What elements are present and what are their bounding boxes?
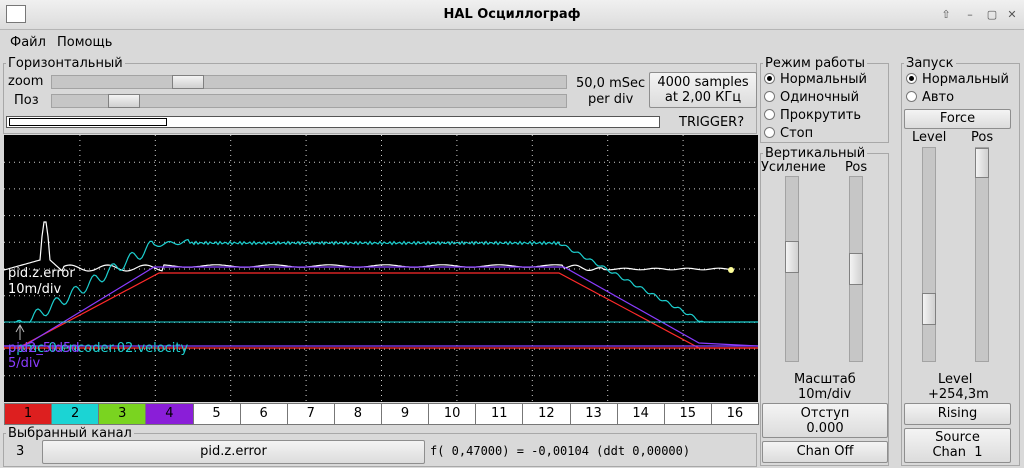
channel-button-13[interactable]: 13 (569, 403, 618, 425)
vertical-group-label: Вертикальный (763, 146, 868, 161)
gain-slider-thumb[interactable] (785, 241, 799, 273)
run-mode-stop[interactable]: Стоп (764, 126, 813, 141)
radio-icon (906, 91, 917, 102)
channel-button-5[interactable]: 5 (192, 403, 241, 425)
trigger-level-label: Level (938, 372, 973, 387)
vertical-pos-slider-thumb[interactable] (849, 253, 863, 285)
scope-display[interactable]: pid.z.error 10m/div ppmc.0.encoder.02.ve… (3, 135, 759, 402)
scale-label: Масштаб (794, 372, 856, 387)
channel-button-6[interactable]: 6 (239, 403, 288, 425)
offset-value: 0.000 (806, 421, 844, 436)
scope-svg (3, 135, 759, 402)
run-mode-label: Режим работы (763, 56, 867, 71)
maximize-icon[interactable]: ▢ (986, 8, 998, 21)
channel-button-14[interactable]: 14 (616, 403, 665, 425)
zoom-slider[interactable] (51, 75, 567, 89)
trigger-mode-normal[interactable]: Нормальный (906, 72, 1009, 87)
trace1-name: pid.z.error (8, 266, 75, 281)
radio-icon (906, 73, 917, 84)
radio-icon (764, 109, 775, 120)
scale-value: 10m/div (798, 387, 852, 402)
per-div-label: per div (588, 92, 634, 107)
record-position-bar (6, 116, 660, 128)
menu-help[interactable]: Помощь (57, 35, 113, 50)
trace2-scale: 5/div (8, 356, 41, 371)
channel-button-16[interactable]: 16 (710, 403, 759, 425)
selected-channel-number: 3 (16, 444, 25, 459)
trigger-level-col-label: Level (912, 130, 947, 145)
trace2-name: ppmc.0.encoder.02.velocity (8, 341, 189, 356)
selected-channel-readout: f( 0,47000) = -0,00104 (ddt 0,00000) (430, 444, 691, 458)
samples-line1: 4000 samples (657, 75, 749, 90)
trigger-edge-button[interactable]: Rising (904, 403, 1011, 425)
selected-channel-name-button[interactable]: pid.z.error (42, 440, 425, 464)
trigger-marker (728, 267, 734, 273)
vpos-col-label: Pos (845, 160, 868, 175)
trace-ch4 (4, 266, 759, 347)
trigger-status: TRIGGER? (679, 115, 745, 130)
trigger-group-label: Запуск (904, 56, 956, 71)
gain-col-label: Усиление (761, 160, 826, 175)
gain-slider[interactable] (785, 176, 799, 362)
samples-button[interactable]: 4000 samples at 2,00 КГц (649, 72, 757, 108)
pos-label: Поз (14, 93, 39, 108)
offset-button[interactable]: Отступ 0.000 (762, 403, 888, 438)
time-per-div-value: 50,0 mSec (576, 76, 646, 91)
channel-button-8[interactable]: 8 (333, 403, 382, 425)
channel-button-10[interactable]: 10 (428, 403, 477, 425)
trigger-mode-auto[interactable]: Авто (906, 90, 954, 105)
run-mode-normal[interactable]: Нормальный (764, 72, 867, 87)
chan-off-button[interactable]: Chan Off (762, 441, 888, 463)
offset-label: Отступ (800, 406, 850, 421)
channel-button-12[interactable]: 12 (522, 403, 571, 425)
trigger-level-slider-thumb[interactable] (922, 293, 936, 325)
trigger-group (901, 63, 1020, 466)
channel-button-15[interactable]: 15 (663, 403, 712, 425)
trigger-pos-col-label: Pos (971, 130, 994, 145)
radio-icon (764, 127, 775, 138)
horizontal-group-label: Горизонтальный (6, 56, 125, 71)
channel-button-9[interactable]: 9 (381, 403, 430, 425)
run-mode-roll[interactable]: Прокрутить (764, 108, 861, 123)
trigger-level-slider[interactable] (922, 147, 936, 362)
selected-channel-label: Выбранный канал (6, 426, 134, 441)
title-bar: HAL Осциллограф ⇧ – ▢ ✕ (0, 0, 1024, 30)
minimize-icon[interactable]: – (967, 8, 973, 21)
channel-button-11[interactable]: 11 (475, 403, 524, 425)
menu-file[interactable]: Файл (10, 35, 46, 50)
channel-button-1[interactable]: 1 (4, 403, 53, 425)
record-position-window (9, 118, 167, 126)
channel-button-3[interactable]: 3 (98, 403, 147, 425)
channel-button-2[interactable]: 2 (51, 403, 100, 425)
pos-slider-thumb[interactable] (108, 94, 140, 108)
trigger-pos-arrow (15, 323, 25, 333)
channel-buttons: 1 2 3 4 5 6 7 8 9 10 11 12 13 14 15 16 (4, 403, 759, 425)
selected-channel-group (3, 433, 757, 467)
trigger-source-button[interactable]: Source Chan 1 (904, 428, 1011, 463)
app-icon[interactable] (6, 5, 26, 23)
trigger-pos-slider[interactable] (975, 147, 989, 362)
radio-icon (764, 91, 775, 102)
run-mode-single[interactable]: Одиночный (764, 90, 859, 105)
trigger-source-label: Source (935, 430, 980, 445)
trigger-source-value: Chan 1 (932, 445, 983, 460)
keep-above-icon[interactable]: ⇧ (941, 8, 951, 21)
zoom-slider-thumb[interactable] (172, 75, 204, 89)
force-button[interactable]: Force (904, 109, 1011, 129)
pos-slider[interactable] (51, 94, 567, 108)
trace-ch2 (14, 238, 758, 323)
window-title: HAL Осциллограф (443, 7, 581, 22)
trigger-level-value: +254,3m (928, 387, 989, 402)
channel-button-4[interactable]: 4 (145, 403, 194, 425)
samples-line2: at 2,00 КГц (664, 90, 742, 105)
menu-bar: Файл Помощь (0, 31, 1024, 53)
channel-button-7[interactable]: 7 (286, 403, 335, 425)
trace1-scale: 10m/div (8, 282, 62, 297)
trigger-pos-slider-thumb[interactable] (975, 148, 989, 178)
close-icon[interactable]: ✕ (1007, 8, 1017, 21)
zoom-label: zoom (8, 74, 44, 89)
vertical-pos-slider[interactable] (849, 176, 863, 362)
radio-icon (764, 73, 775, 84)
trace4-name-overlap: pid2_5id5d (8, 341, 80, 356)
